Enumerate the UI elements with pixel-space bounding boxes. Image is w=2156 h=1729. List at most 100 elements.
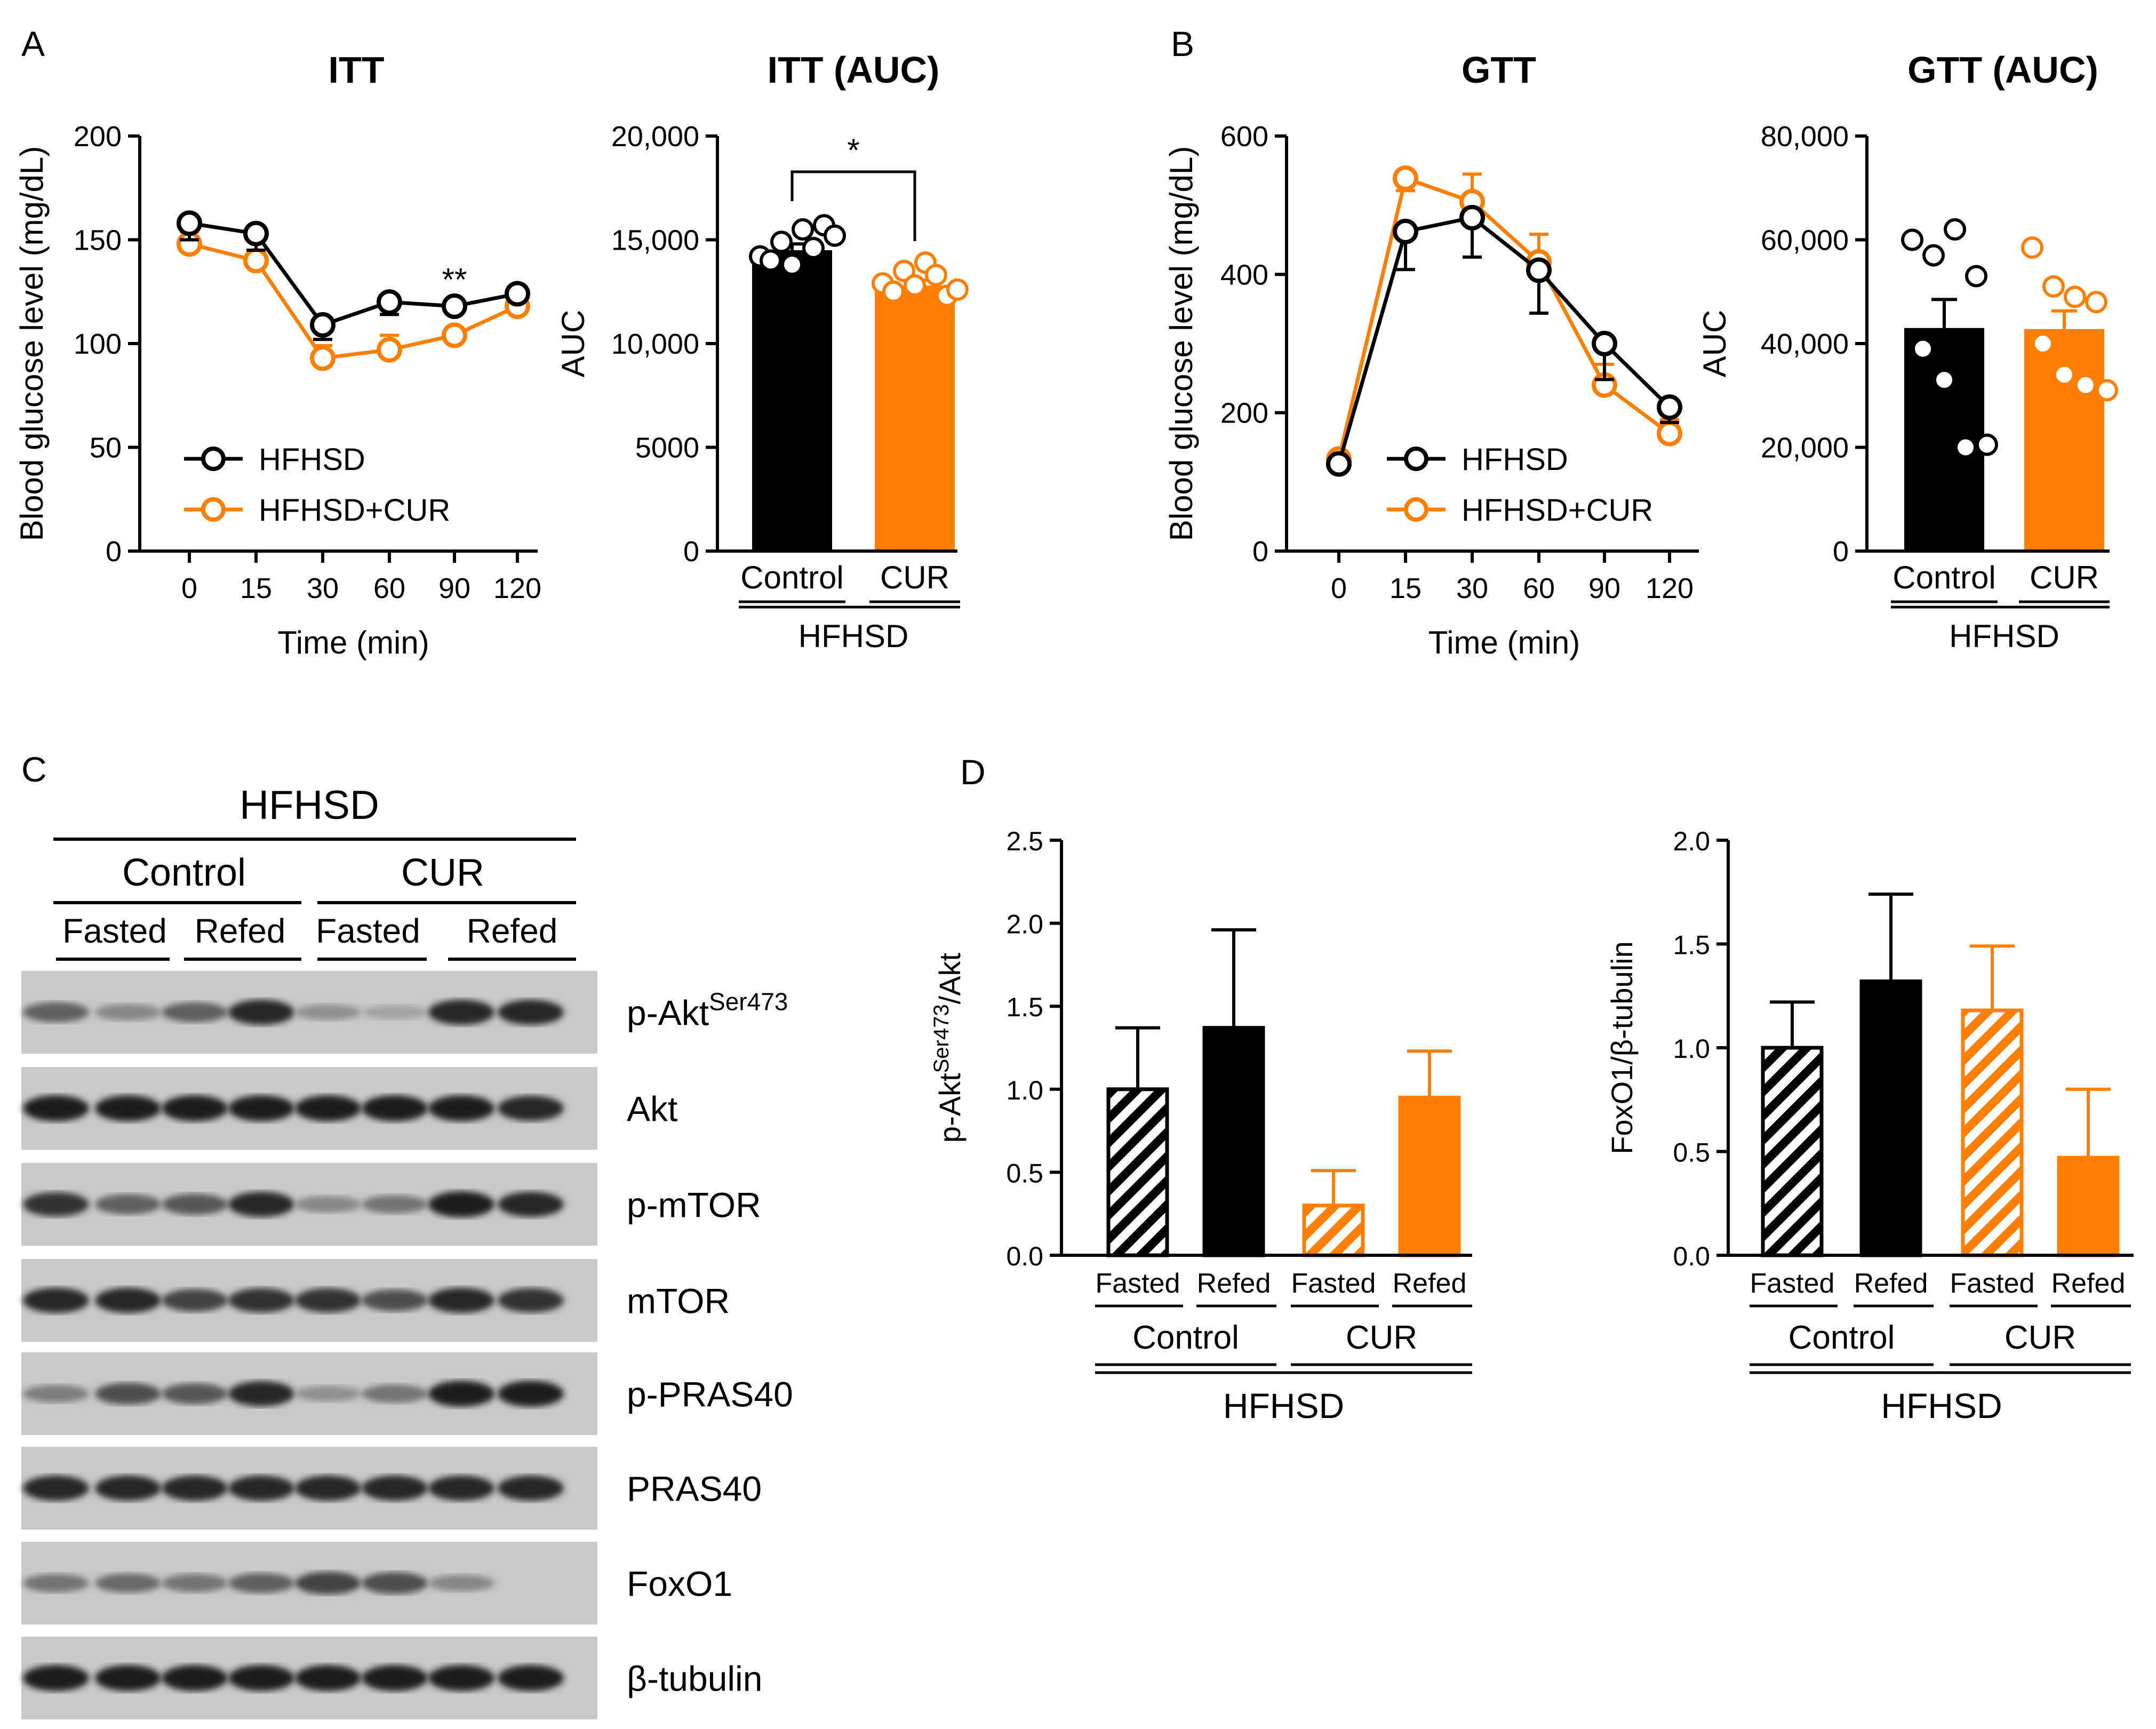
y-tick-label: 0.5 bbox=[1006, 1158, 1043, 1188]
bar-cur-refed bbox=[1398, 1095, 1461, 1257]
blot-band bbox=[162, 1383, 228, 1405]
data-point-hfhsd bbox=[1459, 205, 1485, 231]
legend-marker bbox=[1404, 497, 1428, 522]
data-point bbox=[1944, 218, 1966, 241]
blot-band bbox=[295, 1095, 361, 1121]
y-tick-label: 50 bbox=[90, 432, 122, 464]
blot-band bbox=[162, 1475, 228, 1501]
y-tick-label: 150 bbox=[74, 225, 122, 257]
blot-band bbox=[362, 1095, 428, 1121]
y-tick-label: 0 bbox=[683, 536, 699, 568]
blot-band bbox=[228, 1381, 294, 1407]
data-point-cur bbox=[377, 337, 402, 363]
legend-label: HFHSD bbox=[259, 442, 365, 477]
blot-band bbox=[95, 1475, 161, 1501]
data-point bbox=[1933, 369, 1955, 392]
blot-row-label: p-mTOR bbox=[627, 1185, 761, 1225]
blot-band bbox=[362, 1195, 428, 1214]
legend-label: HFHSD+CUR bbox=[259, 493, 450, 528]
x-tick-label: 120 bbox=[493, 572, 541, 604]
blot-band bbox=[362, 1475, 428, 1501]
data-point-hfhsd bbox=[1393, 218, 1418, 244]
x-tick-label: CUR bbox=[2030, 560, 2099, 595]
group-label: CUR bbox=[1346, 1319, 1417, 1356]
blot-group-control: Control bbox=[122, 851, 246, 894]
blot-band bbox=[228, 1665, 294, 1691]
significance-bracket bbox=[790, 170, 916, 241]
blot-band bbox=[23, 1475, 89, 1501]
y-tick-label: 20,000 bbox=[611, 121, 699, 153]
blot-band bbox=[498, 1381, 564, 1407]
y-tick-label: 40,000 bbox=[1761, 328, 1849, 360]
chart-title: ITT bbox=[329, 49, 385, 91]
blot-band bbox=[95, 1003, 161, 1021]
blot-band bbox=[228, 999, 294, 1025]
x-tick-label: 15 bbox=[240, 572, 272, 604]
blot-band bbox=[428, 1095, 494, 1121]
y-tick-label: 1.0 bbox=[1006, 1075, 1043, 1105]
data-point-cur bbox=[243, 248, 269, 274]
data-point-hfhsd bbox=[177, 210, 202, 236]
data-point bbox=[2042, 275, 2065, 298]
legend-marker bbox=[1404, 447, 1428, 471]
gtt-chart: GTT 0 200 400 600 0 15 30 60 90 120 Time (min) Blood… bbox=[1163, 49, 1699, 660]
significance-star: * bbox=[847, 132, 859, 168]
y-tick-label: 200 bbox=[1220, 397, 1268, 429]
blot-row-label: β-tubulin bbox=[627, 1659, 762, 1699]
legend-label: HFHSD bbox=[1462, 442, 1568, 477]
x-tick-label: 30 bbox=[1456, 572, 1488, 604]
blot-condition-label: Refed bbox=[467, 912, 558, 950]
y-tick-label: 15,000 bbox=[611, 225, 699, 257]
blot-band bbox=[23, 1002, 89, 1023]
data-point-cur bbox=[442, 322, 467, 348]
bar-control-fasted bbox=[1106, 1087, 1169, 1257]
x-tick-label: 60 bbox=[373, 572, 405, 604]
data-point-hfhsd bbox=[505, 281, 530, 307]
bar-cur-fasted bbox=[1302, 1204, 1365, 1257]
x-tick-label: Fasted bbox=[1750, 1268, 1835, 1299]
y-tick-label: 0 bbox=[1252, 536, 1268, 568]
data-point bbox=[925, 264, 947, 286]
data-point bbox=[2032, 332, 2054, 355]
bar-control bbox=[752, 250, 832, 551]
y-tick-label: 60,000 bbox=[1761, 225, 1849, 257]
blot-band bbox=[228, 1095, 294, 1121]
data-point bbox=[893, 259, 915, 282]
blot-row-label: FoxO1 bbox=[627, 1564, 732, 1604]
data-point bbox=[760, 249, 782, 272]
blot-condition-label: Fasted bbox=[316, 912, 420, 950]
blot-band bbox=[428, 1574, 494, 1592]
bar-control-refed bbox=[1202, 1026, 1265, 1257]
data-point-hfhsd bbox=[1326, 451, 1352, 477]
blot-band bbox=[95, 1383, 161, 1405]
x-tick-label: 60 bbox=[1523, 572, 1555, 604]
blot-band bbox=[95, 1095, 161, 1121]
data-point-hfhsd bbox=[377, 289, 402, 315]
blot-band bbox=[295, 1288, 361, 1313]
blot-band bbox=[295, 1385, 361, 1402]
data-point bbox=[882, 280, 905, 303]
data-point bbox=[2085, 291, 2107, 314]
blot-band bbox=[228, 1475, 294, 1501]
data-point bbox=[2096, 379, 2118, 402]
x-tick-label: 90 bbox=[1588, 572, 1620, 604]
y-axis-label: AUC bbox=[1697, 310, 1732, 378]
data-point-cur bbox=[1393, 165, 1418, 192]
blot-band bbox=[162, 1665, 228, 1691]
data-point bbox=[1912, 337, 1934, 360]
blot-band bbox=[23, 1574, 89, 1592]
data-point bbox=[1976, 433, 1998, 456]
bar-control-refed bbox=[1859, 979, 1922, 1257]
y-tick-label: 2.5 bbox=[1006, 826, 1043, 856]
pakt-ratio-chart: 0.0 0.5 1.0 1.5 2.0 2.5 p-AktSer473/Akt Fasted R… bbox=[930, 826, 1472, 1425]
y-tick-label: 0.5 bbox=[1673, 1138, 1710, 1168]
blot-band bbox=[162, 1002, 228, 1023]
blot-band bbox=[295, 1196, 361, 1213]
data-point bbox=[770, 230, 793, 253]
y-tick-label: 100 bbox=[74, 328, 122, 360]
y-tick-label: 600 bbox=[1220, 121, 1268, 153]
x-tick-label: 30 bbox=[307, 572, 339, 604]
blot-band bbox=[498, 1095, 564, 1121]
blot-condition-label: Refed bbox=[195, 912, 286, 950]
